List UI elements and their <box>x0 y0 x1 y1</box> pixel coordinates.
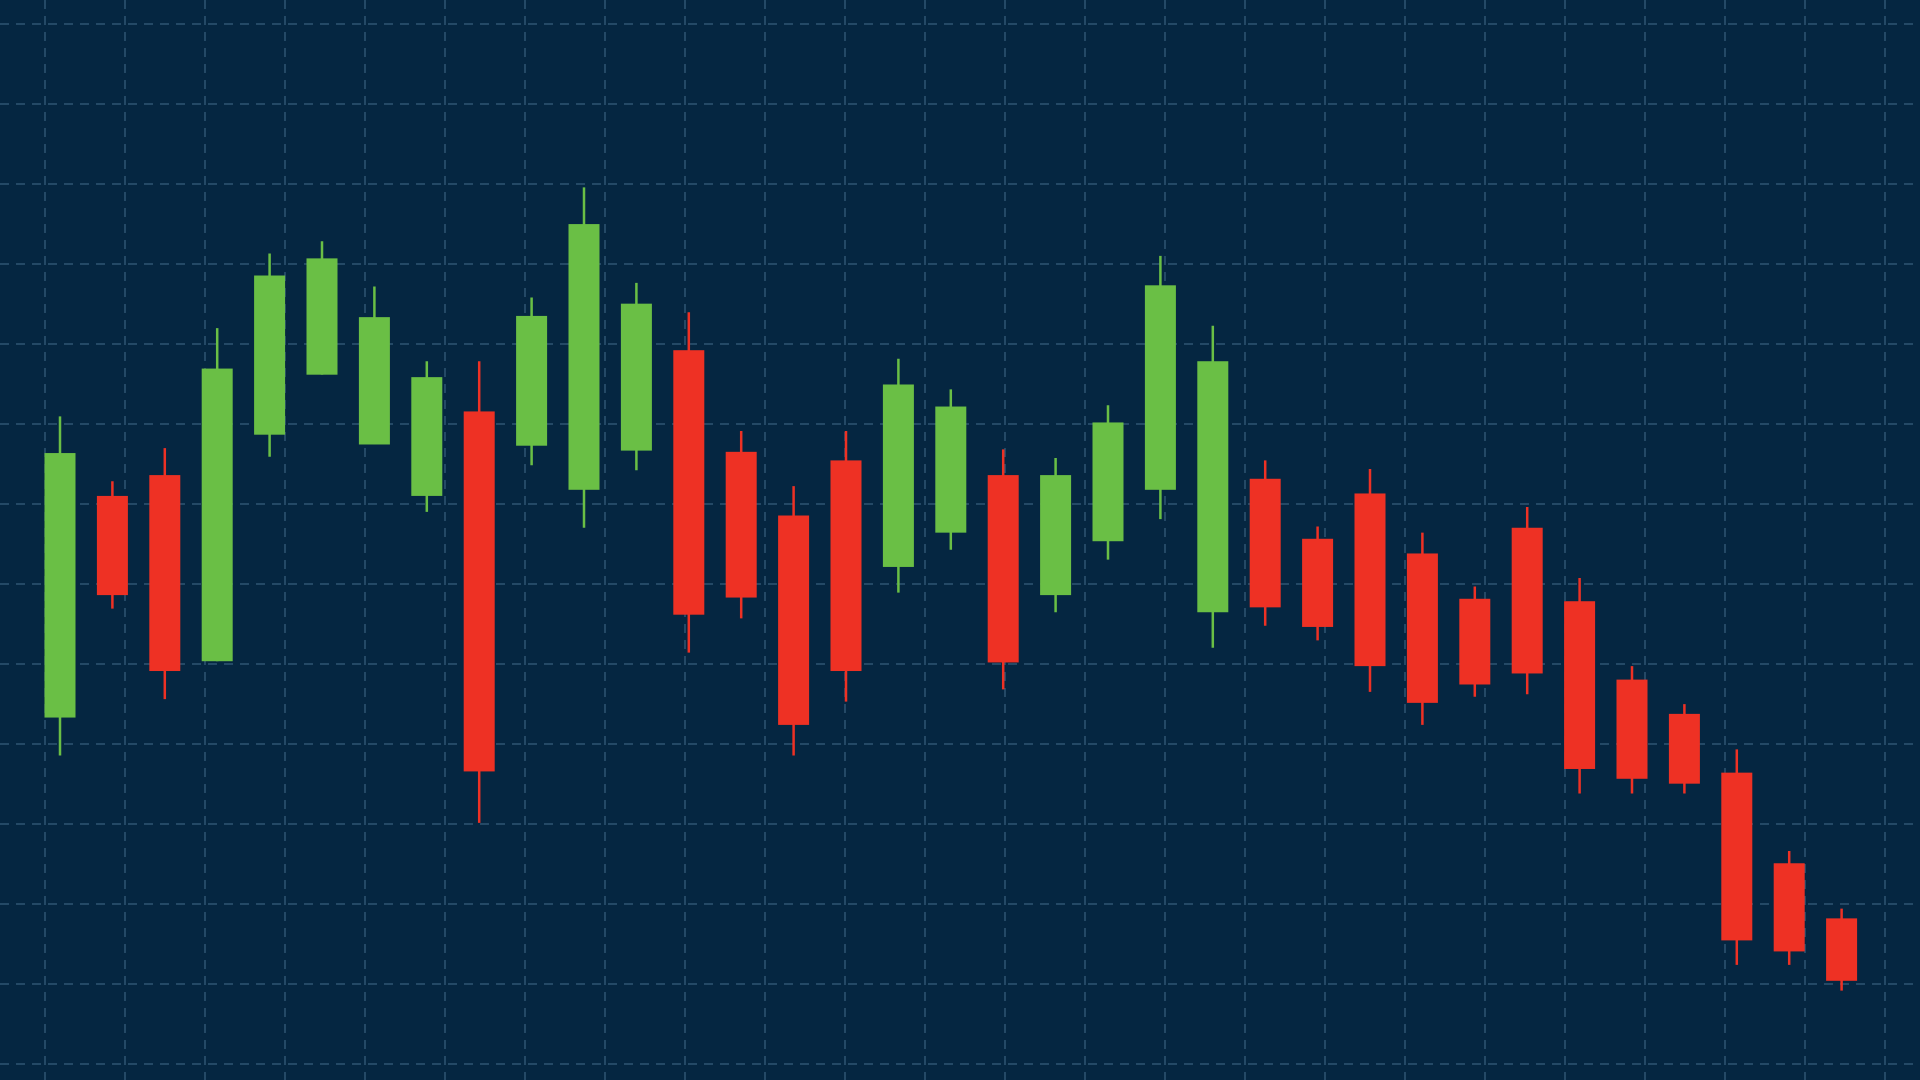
candle-bearish <box>149 448 181 700</box>
candle-bearish <box>1249 460 1281 626</box>
candle-bearish <box>1564 577 1596 794</box>
candle-body <box>516 315 548 446</box>
candle-body <box>149 475 181 672</box>
candle-body <box>358 317 390 445</box>
candle-bullish <box>201 328 233 662</box>
candle-bullish <box>411 361 443 512</box>
candle-body <box>254 275 286 435</box>
candle-bearish <box>463 361 495 823</box>
candle-body <box>568 224 600 490</box>
candle-bearish <box>96 481 128 609</box>
candle-bearish <box>673 312 705 653</box>
candle-bullish <box>1144 255 1176 520</box>
candle-bullish <box>882 358 914 593</box>
candle-body <box>411 377 443 496</box>
candle-body <box>1354 493 1386 667</box>
candle-bearish <box>1773 851 1805 965</box>
candle-body <box>463 411 495 772</box>
candle-body <box>201 368 233 662</box>
candle-bullish <box>358 286 390 445</box>
candle-body <box>673 350 705 615</box>
candle-body <box>1302 538 1334 627</box>
candle-bullish <box>1197 325 1229 648</box>
candle-bearish <box>1668 704 1700 794</box>
candle-bearish <box>1511 506 1543 695</box>
candle-body <box>1249 478 1281 608</box>
candle-bullish <box>568 187 600 528</box>
candle-body <box>1616 679 1648 779</box>
candle-bullish <box>620 282 652 471</box>
candle-bearish <box>987 449 1019 690</box>
candle-body <box>1040 475 1072 596</box>
candle-body <box>1826 918 1858 981</box>
candle-bullish <box>1040 457 1072 613</box>
candle-bearish <box>1826 908 1858 991</box>
candle-body <box>725 451 757 598</box>
candle-bearish <box>1302 526 1334 641</box>
candle-body <box>987 475 1019 663</box>
candle-bearish <box>830 431 862 702</box>
candle-bearish <box>1721 749 1753 965</box>
candle-bullish <box>1092 405 1124 560</box>
candle-body <box>1459 598 1491 685</box>
candle-bearish <box>1459 586 1491 697</box>
candle-bullish <box>516 297 548 466</box>
candle-bullish <box>44 416 76 756</box>
candle-body <box>1406 553 1438 703</box>
candle-body <box>620 303 652 451</box>
candles <box>44 187 1858 991</box>
candle-body <box>44 453 76 718</box>
candle-body <box>1721 772 1753 941</box>
candle-body <box>1564 601 1596 769</box>
candle-body <box>1773 863 1805 952</box>
candle-body <box>96 495 128 596</box>
candle-body <box>830 460 862 672</box>
candle-body <box>882 384 914 567</box>
candle-body <box>1092 422 1124 542</box>
candle-bearish <box>778 486 810 756</box>
candle-body <box>1668 713 1700 784</box>
candle-bearish <box>1616 666 1648 794</box>
candle-bullish <box>935 389 967 550</box>
candle-body <box>306 258 338 375</box>
candle-bearish <box>1406 532 1438 725</box>
candle-body <box>1197 361 1229 613</box>
candle-body <box>1144 285 1176 490</box>
candle-body <box>778 515 810 725</box>
candle-bearish <box>725 431 757 619</box>
candle-bullish <box>306 241 338 375</box>
candle-bullish <box>254 253 286 457</box>
candle-body <box>935 406 967 533</box>
candle-bearish <box>1354 468 1386 692</box>
candle-body <box>1511 527 1543 674</box>
